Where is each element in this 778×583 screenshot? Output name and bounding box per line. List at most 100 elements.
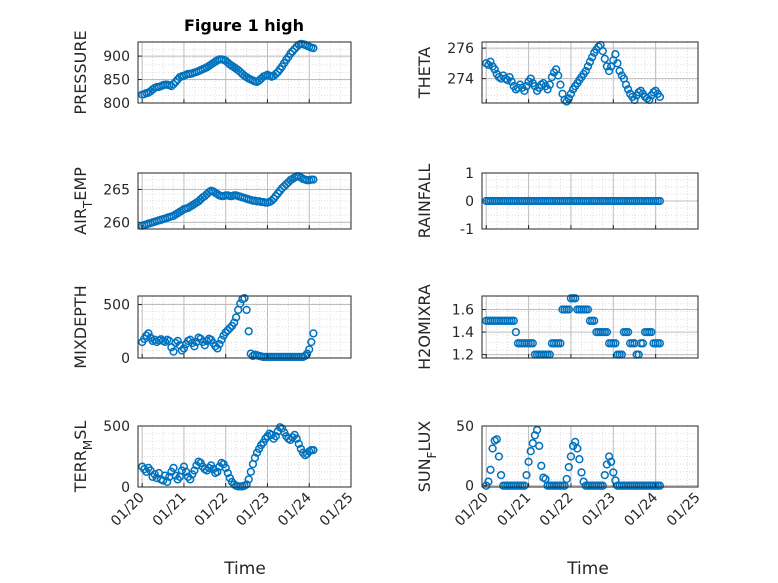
data-point (562, 474, 571, 484)
data-point (623, 85, 633, 94)
data-point (594, 42, 603, 51)
data-point (486, 57, 495, 66)
data-point (305, 345, 314, 354)
y-axis-label: MIXDEPTH (71, 285, 90, 368)
data-point (587, 53, 597, 62)
data-point (581, 66, 590, 76)
x-tick-label: 01/21 (150, 490, 190, 530)
data-point (623, 327, 633, 337)
x-tick-label: 01/22 (192, 490, 232, 530)
data-point (575, 455, 584, 464)
data-point (215, 339, 224, 349)
data-point (244, 475, 253, 484)
data-point (655, 339, 665, 348)
data-point (142, 331, 151, 340)
data-point (267, 196, 276, 205)
data-point (602, 62, 612, 71)
data-point (200, 341, 209, 350)
data-point (655, 92, 665, 102)
data-point (522, 82, 531, 91)
data-point (526, 74, 535, 83)
data-point (290, 44, 299, 54)
x-tick-label: 01/24 (275, 490, 315, 530)
subplot-grid: 800 850 900 PRESSURE 274 276 THETA 260 265 AIRTEM… (71, 30, 704, 529)
subplot-mixdepth: 0 500 MIXDEPTH (71, 285, 352, 369)
data-point (490, 65, 499, 74)
data-point (158, 476, 168, 485)
x-tick-label: 01/21 (494, 490, 534, 530)
data-point (309, 175, 318, 184)
y-tick-label: 1.4 (452, 325, 474, 341)
data-point (585, 57, 595, 66)
data-point (528, 339, 537, 348)
data-point (309, 329, 318, 338)
data-point (598, 46, 607, 56)
data-point (615, 66, 624, 76)
subplot-pressure: 800 850 900 PRESSURE (71, 30, 352, 115)
data-point (242, 480, 251, 489)
x-tick-label: 01/22 (537, 490, 577, 530)
data-point (302, 349, 312, 358)
data-point (271, 69, 280, 79)
data-point (602, 327, 612, 337)
data-point (537, 461, 546, 470)
data-point (144, 329, 153, 338)
data-point (496, 470, 506, 480)
x-tick-label: 01/23 (233, 490, 273, 530)
data-point (566, 89, 576, 98)
data-point (171, 77, 180, 87)
data-point (242, 305, 251, 315)
data-point (169, 80, 178, 89)
data-point (571, 294, 580, 303)
data-point (590, 316, 599, 325)
data-point (300, 351, 310, 361)
figure-title: Figure 1 high (184, 16, 304, 35)
y-tick-label: 500 (103, 298, 130, 314)
data-point (167, 81, 176, 91)
y-axis-label: RAINFALL (415, 164, 434, 239)
series-sun_flux (482, 425, 665, 490)
subplot-rainfall: -1 0 1 RAINFALL (415, 164, 699, 239)
x-axis-label-right: Time (566, 559, 609, 579)
data-point (600, 470, 609, 480)
data-point (236, 299, 245, 308)
axes-box (137, 295, 352, 359)
y-axis-label: H2OMIXRA (415, 284, 434, 370)
x-tick-label: 01/25 (664, 490, 704, 530)
data-point (271, 432, 280, 441)
x-tick-label: 01/24 (621, 490, 661, 530)
data-point (655, 196, 665, 206)
data-point (177, 346, 187, 355)
data-point (225, 323, 235, 333)
data-point (524, 457, 533, 466)
data-point (488, 444, 497, 453)
data-point (566, 452, 576, 461)
x-tick-label: 01/20 (452, 490, 492, 530)
axes-box (137, 425, 352, 488)
plot-area (138, 296, 351, 358)
data-point (292, 434, 301, 443)
data-point (221, 328, 230, 337)
data-point (564, 305, 573, 314)
plot-area (138, 426, 351, 487)
data-point (520, 481, 529, 490)
data-point (583, 305, 593, 314)
series-air_temp (138, 172, 318, 230)
data-point (564, 462, 573, 472)
data-point (229, 318, 239, 327)
y-axis-label: THETA (415, 47, 434, 99)
data-point (169, 347, 178, 356)
data-point (288, 47, 297, 56)
x-axis-label-left: Time (223, 559, 266, 579)
y-axis-label: TERRMSL (71, 421, 95, 494)
axes-box (137, 41, 352, 104)
data-point (246, 467, 255, 476)
y-tick-label: 1.2 (452, 348, 474, 364)
data-point (621, 80, 631, 89)
data-point (611, 50, 620, 59)
data-point (573, 444, 582, 453)
data-point (190, 342, 199, 351)
data-point (492, 435, 501, 444)
data-point (223, 468, 232, 478)
